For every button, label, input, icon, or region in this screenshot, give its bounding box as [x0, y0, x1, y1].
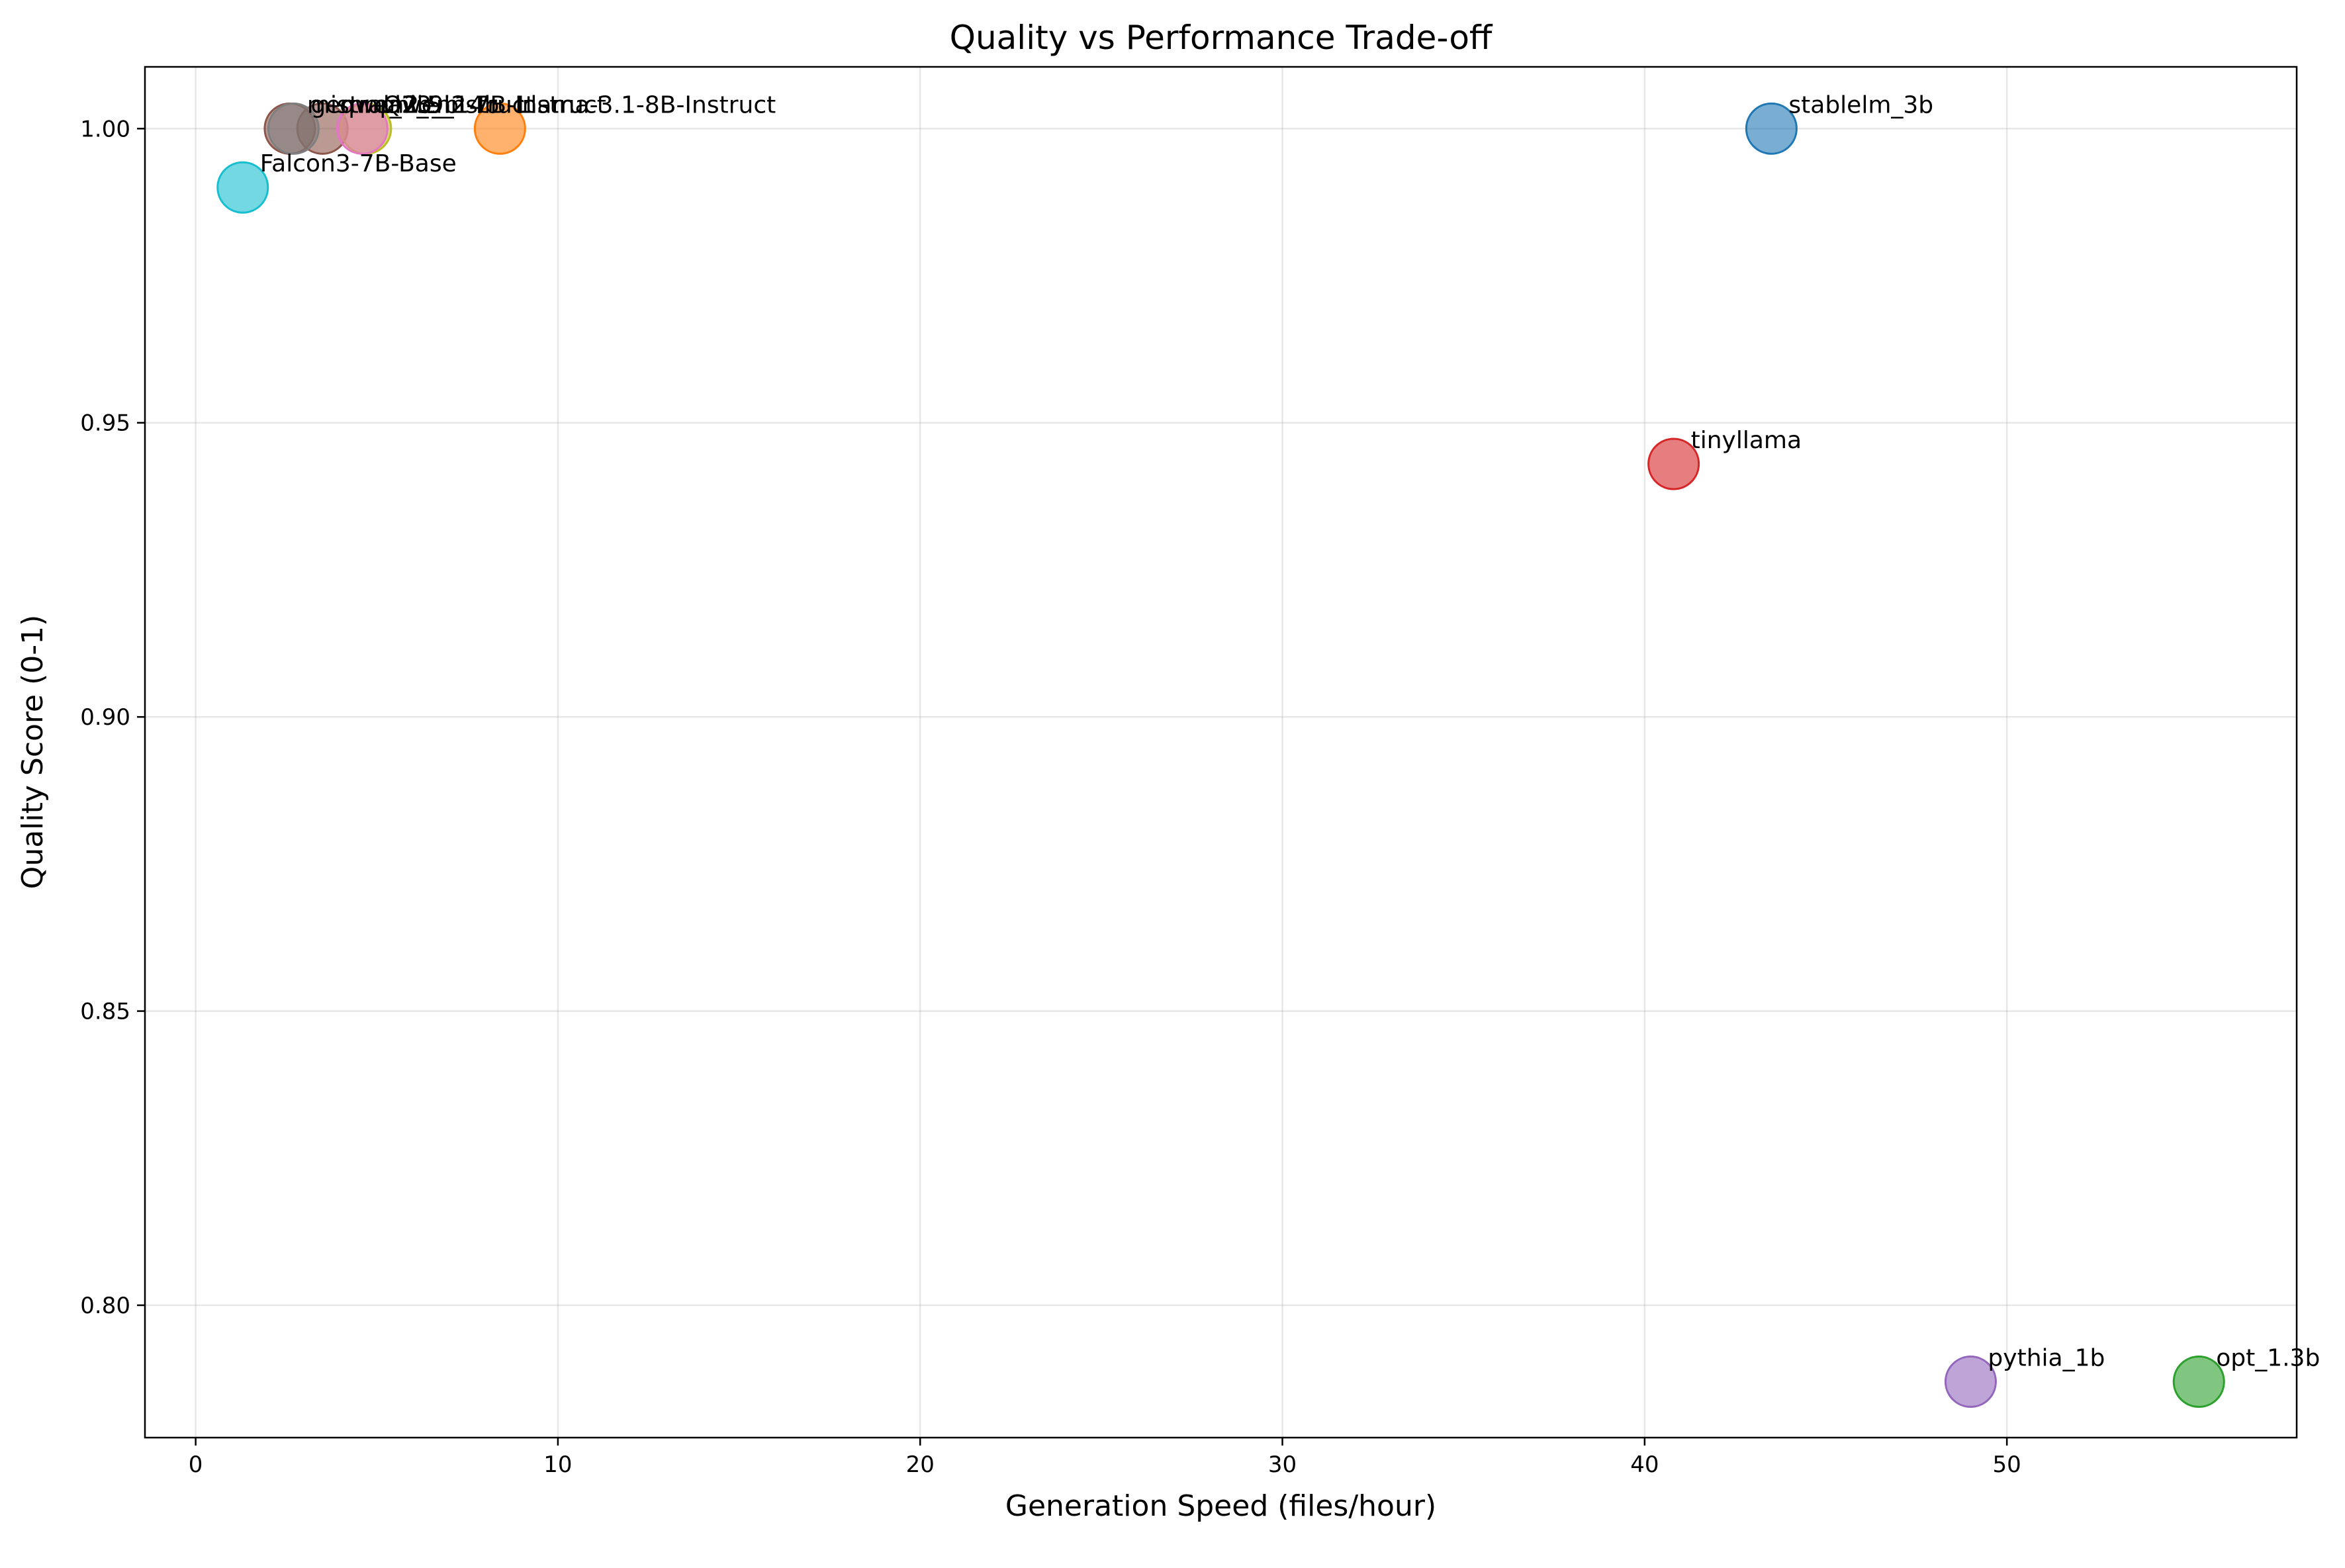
point-label: opt_1.3b: [2216, 1345, 2320, 1372]
data-point[interactable]: [473, 102, 526, 155]
data-point[interactable]: [336, 102, 389, 155]
y-tick-label: 0.90: [80, 704, 130, 731]
y-tick-label: 0.95: [80, 410, 130, 437]
point-label: qwen2.5_14b: [340, 91, 499, 118]
x-tick-label: 10: [543, 1452, 572, 1478]
y-axis-label: Quality Score (0-1): [16, 615, 50, 890]
axis-ticks: 0 10 20 30 40 50 0.80 0.85 0.90 0.95 1.00: [80, 116, 2021, 1478]
point-labels: stablelm_3b Llama-3.1-8B-Instruct opt_1.3b…: [260, 91, 2321, 1371]
point-label: Qwen2-7B-Instruct: [383, 91, 606, 118]
point-label: Falcon3-7B-Base: [260, 150, 457, 177]
x-tick-label: 20: [906, 1452, 935, 1478]
point-label: mistral_7b_instruct: [307, 91, 535, 118]
x-tick-label: 50: [1993, 1452, 2021, 1478]
x-tick-label: 30: [1268, 1452, 1297, 1478]
x-axis-label: Generation Speed (files/hour): [1005, 1489, 1436, 1523]
data-point[interactable]: [1647, 438, 1700, 490]
chart-title: Quality vs Performance Trade-off: [950, 19, 1493, 57]
x-tick-label: 0: [189, 1452, 203, 1478]
point-label: phi3: [379, 91, 432, 118]
point-label: stablelm_3b: [1788, 91, 1933, 118]
data-point[interactable]: [267, 102, 320, 155]
data-point[interactable]: [216, 161, 269, 214]
data-points: [216, 102, 2225, 1408]
x-tick-label: 40: [1630, 1452, 1659, 1478]
point-label: Llama-3.1-8B-Instruct: [517, 91, 776, 118]
plot-frame: [144, 66, 2298, 1439]
data-point[interactable]: [2172, 1356, 2225, 1408]
y-tick-label: 1.00: [80, 116, 130, 142]
data-point[interactable]: [1745, 102, 1798, 155]
point-label: pythia_1b: [1988, 1345, 2105, 1372]
y-tick-label: 0.85: [80, 999, 130, 1025]
point-label: gemma2_9b: [310, 91, 459, 118]
data-point[interactable]: [1944, 1356, 1997, 1408]
point-label: tinyllama: [1691, 427, 1802, 454]
y-tick-label: 0.80: [80, 1293, 130, 1319]
